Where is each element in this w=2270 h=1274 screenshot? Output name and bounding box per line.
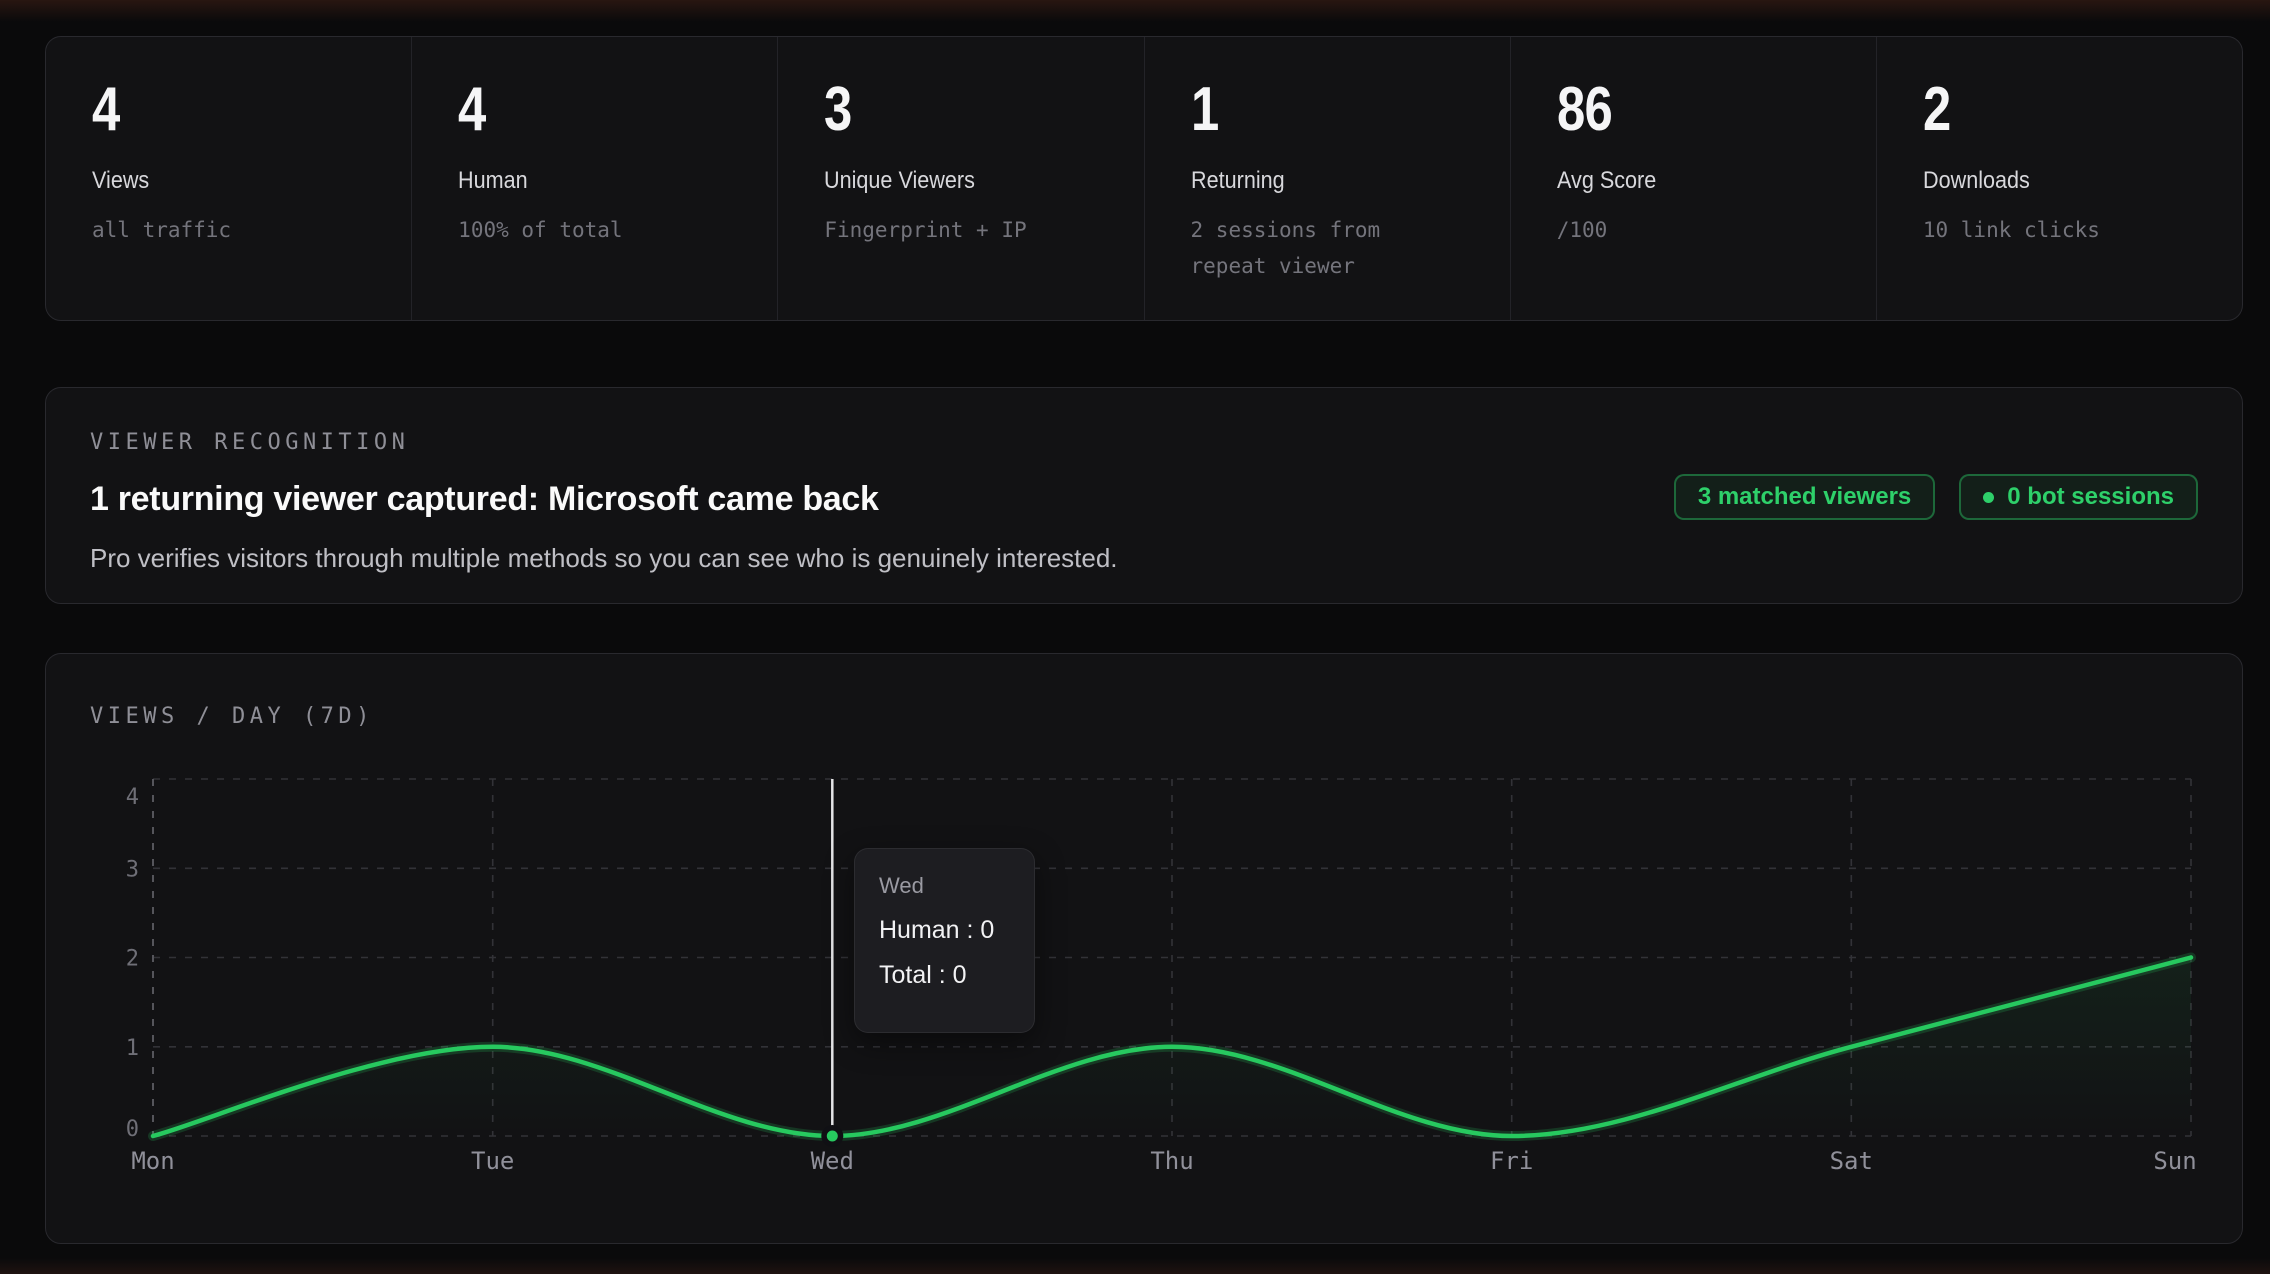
svg-text:4: 4 [126,785,139,810]
matched-viewers-badge: 3 matched viewers [1673,474,1936,520]
views-label: Views [92,167,150,194]
svg-text:3: 3 [126,857,139,882]
downloads-label: Downloads [1922,167,2030,194]
svg-text:Thu: Thu [1150,1147,1193,1175]
svg-text:Sun: Sun [2153,1147,2196,1175]
chart-tooltip: Wed Human : 0 Total : 0 [854,848,1035,1033]
avg-score-count: 86 [1556,75,1613,144]
views-count: 4 [92,75,120,144]
stat-card-avg-score: 86 Avg Score /100 [1511,37,1877,320]
chart-title: VIEWS / DAY (7D) [90,704,374,729]
views-sub: all traffic [92,218,232,242]
views-chart-panel: VIEWS / DAY (7D) 0 1 2 3 4 Mon Tue Wed Thu Fri Sat… [45,653,2243,1244]
unique-viewers-count: 3 [824,75,852,144]
bot-sessions-badge-label: 0 bot sessions [2007,483,2174,510]
matched-viewers-badge-label: 3 matched viewers [1697,483,1912,510]
returning-label: Returning [1190,167,1285,194]
unique-viewers-label: Unique Viewers [824,167,976,194]
svg-text:2: 2 [126,947,139,972]
human-label: Human [458,167,528,194]
tooltip-human-row: Human : 0 [879,916,995,944]
viewer-recognition-title: VIEWER RECOGNITION [90,430,410,455]
svg-text:Mon: Mon [131,1147,174,1175]
viewer-recognition-headline: 1 returning viewer captured: Microsoft c… [90,480,879,518]
svg-text:Wed: Wed [811,1147,854,1175]
svg-text:0: 0 [126,1117,139,1142]
human-sub: 100% of total [458,218,623,242]
stat-card-unique-viewers: 3 Unique Viewers Fingerprint + IP [778,37,1145,320]
stats-panel: 4 Views all traffic 4 Human 100% of tota… [45,36,2243,321]
svg-text:Fri: Fri [1490,1147,1533,1175]
viewer-recognition-description: Pro verifies visitors through multiple m… [90,543,1118,573]
returning-sub: 2 sessions from repeat viewer [1190,218,1381,279]
tooltip-day-label: Wed [879,873,924,898]
unique-viewers-sub: Fingerprint + IP [824,218,1027,242]
svg-text:Sat: Sat [1830,1147,1873,1175]
stat-card-returning: 1 Returning 2 sessions from repeat viewe… [1145,37,1511,320]
downloads-count: 2 [1922,75,1951,144]
svg-text:1: 1 [126,1036,139,1061]
downloads-sub: 10 link clicks [1922,218,2100,242]
viewer-recognition-badges: 3 matched viewers 0 bot sessions [1673,474,2198,520]
views-per-day-line-chart[interactable]: 0 1 2 3 4 Mon Tue Wed Thu Fri Sat Sun [46,654,2242,1243]
avg-score-sub: /100 [1556,218,1608,242]
human-count: 4 [458,75,486,144]
stat-card-views: 4 Views all traffic [46,37,413,320]
green-dot-icon [1983,491,1995,503]
tooltip-total-row: Total : 0 [879,961,967,989]
svg-text:Tue: Tue [471,1147,514,1175]
bot-sessions-badge: 0 bot sessions [1959,474,2198,520]
returning-count: 1 [1190,75,1219,144]
viewer-recognition-panel: VIEWER RECOGNITION 1 returning viewer ca… [45,387,2243,604]
stat-card-downloads: 2 Downloads 10 link clicks [1877,37,2242,320]
avg-score-label: Avg Score [1556,167,1656,194]
stat-card-human: 4 Human 100% of total [412,37,779,320]
